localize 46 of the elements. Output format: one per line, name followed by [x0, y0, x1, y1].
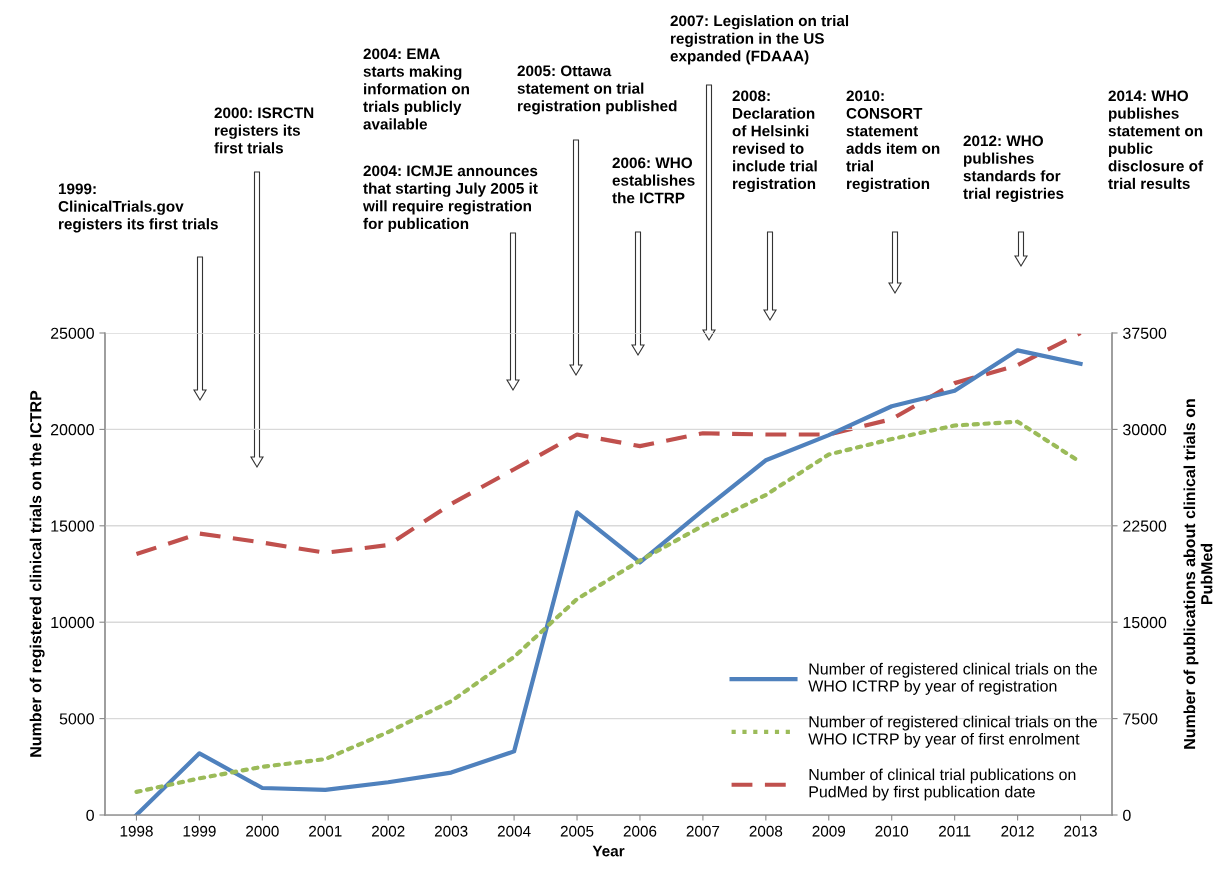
x-tick-label: 1999 [183, 825, 216, 837]
y-tick-label: 25000 [50, 327, 94, 339]
text: 2012: WHO publishes standards for trial registries [963, 135, 1064, 202]
text: 2007: Legislation on trial registration in the US expanded (FDAAA) [670, 15, 849, 65]
text: 1999: ClinicalTrials.gov registers its first trials [58, 183, 218, 233]
line-series [134, 333, 1083, 557]
x-tick-label: 2005 [560, 825, 594, 837]
x-tick-label: 2000 [246, 825, 279, 837]
y2-tick-label: 37500 [1123, 327, 1167, 339]
x-tick-label: 2013 [1064, 825, 1097, 837]
text: 2004: EMA starts making information on trials publicly available [363, 48, 469, 130]
x-tick-label: 2012 [1001, 825, 1034, 837]
x-axis-title: Year [592, 845, 625, 857]
y2-tick-label: 15000 [1123, 616, 1167, 629]
y-tick-label: 15000 [51, 520, 94, 532]
y-axis-title: Number of registered clinical trials on the ICTRP [29, 390, 45, 757]
y2-tick-label: 7500 [1123, 713, 1158, 725]
x-tick-label: 2009 [812, 825, 846, 837]
y2-tick-label: 30000 [1123, 424, 1167, 436]
y2-tick-label: 22500 [1123, 520, 1167, 532]
legend-label: Number of clinical trial publications on PudMed by first publication date [809, 768, 1076, 801]
text: 2008: Declaration of Helsinki revised to include trial registration [732, 90, 817, 193]
text: 2005: Ottawa statement on trial registration published [517, 65, 677, 115]
y-tick-label: 5000 [59, 713, 94, 725]
x-tick-label: 2001 [309, 825, 342, 837]
text: 2006: WHO establishes the ICTRP [612, 157, 695, 204]
x-tick-label: 1998 [120, 825, 153, 837]
x-tick-label: 2003 [434, 825, 468, 837]
y-tick-label: 10000 [51, 616, 94, 629]
x-tick-label: 2010 [875, 825, 909, 837]
y2-tick-label: 0 [1123, 809, 1131, 821]
x-tick-label: 2011 [939, 825, 971, 837]
x-tick-label: 2004 [497, 825, 531, 837]
x-tick-label: 2006 [623, 825, 657, 837]
y2-axis-title: Number of publications about clinical trials on PubMed [1183, 399, 1213, 749]
text: 2010: CONSORT statement adds item on trial registration [846, 90, 940, 193]
x-tick-label: 2008 [749, 825, 783, 837]
text: 2014: WHO publishes statement on public disclosure of trial results [1108, 90, 1204, 190]
text: 2000: ISRCTN registers its first trials [214, 107, 314, 154]
y-tick-label: 20000 [50, 424, 94, 436]
x-tick-label: 2007 [686, 825, 720, 837]
legend-label: Number of registered clinical trials on the WHO ICTRP by year of registration [808, 662, 1097, 695]
text: 2004: ICMJE announces that starting July 2005 it will require registration for publication [362, 165, 538, 233]
x-tick-label: 2002 [372, 825, 405, 837]
legend-label: Number of registered clinical trials on the WHO ICTRP by year of first enrolment [808, 715, 1097, 748]
y-tick-label: 0 [86, 809, 94, 821]
